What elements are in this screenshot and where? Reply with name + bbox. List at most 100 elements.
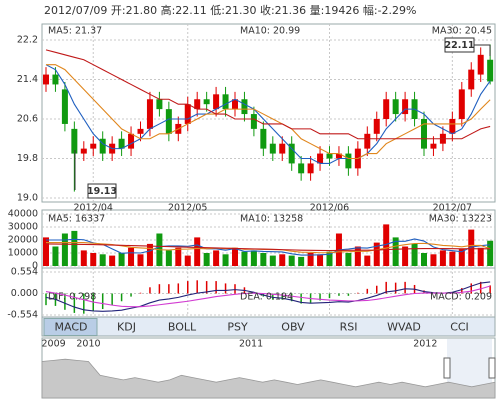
line-series (45, 281, 491, 312)
candle-body (156, 99, 163, 110)
volume-bar (146, 243, 153, 266)
volume-bar (165, 250, 172, 266)
annotation-box (87, 183, 117, 199)
legend-entry: DEA: 0.194 (240, 292, 293, 303)
volume-bar (61, 233, 68, 266)
candle-body (307, 163, 314, 174)
navigator-label: 2009 (42, 339, 66, 350)
candle-body (468, 69, 475, 90)
candle-body (43, 74, 49, 85)
tab-label[interactable]: RSI (340, 321, 358, 334)
x-tick-label: 2012/06 (310, 203, 349, 214)
x-tick-label: 2012/05 (168, 203, 207, 214)
volume-bar (411, 243, 418, 266)
volume-bar (241, 251, 248, 266)
legend-entry: MA5: 21.37 (48, 26, 102, 37)
volume-bar (345, 253, 352, 266)
y-tick-label: 0.554 (11, 267, 38, 278)
volume-bar (421, 253, 427, 266)
volume-bar (128, 247, 135, 266)
annotation: 22.11 (444, 40, 474, 51)
legend-entry: MA5: 16337 (48, 214, 105, 225)
legend-entry: MACD: 0.209 (430, 292, 492, 303)
volume-bar (458, 249, 465, 266)
legend-entry: MA30: 13223 (429, 214, 492, 225)
volume-bar (373, 242, 380, 266)
candle-body (317, 153, 324, 164)
volume-bar (383, 224, 390, 266)
candle-body (335, 153, 342, 159)
volume-bar (222, 254, 229, 266)
candle-body (137, 128, 144, 134)
navigator-handle[interactable] (443, 357, 451, 379)
volume-bar (298, 256, 305, 266)
volume-bar (80, 250, 87, 266)
volume-bar (364, 255, 371, 266)
navigator-handle[interactable] (488, 357, 496, 379)
candle-body (128, 133, 135, 149)
candle-body (260, 128, 267, 149)
tab-label[interactable]: CCI (450, 321, 469, 334)
volume-bar (109, 255, 116, 266)
candle-body (449, 119, 456, 134)
candle-body (241, 99, 248, 115)
price-frame (41, 23, 496, 203)
volume-bar (449, 251, 456, 266)
candle-body (213, 94, 220, 110)
tab-label[interactable]: BOLL (168, 321, 197, 334)
tab-label[interactable]: WVAD (387, 321, 421, 334)
volume-bar (137, 254, 144, 266)
y-tick-label: 0 (32, 261, 38, 272)
annotation-box (444, 37, 475, 53)
candle-body (477, 54, 484, 75)
candle-body (326, 153, 333, 159)
volume-bar (232, 247, 238, 266)
tab-label[interactable]: KDJ (117, 321, 136, 334)
volume-bar (269, 255, 276, 266)
volume-bar (307, 253, 314, 266)
volume-bar (194, 237, 201, 266)
candle-body (222, 94, 229, 110)
candle-body (458, 89, 465, 119)
legend-entry: MA30: 20.45 (432, 26, 492, 37)
volume-bar (487, 240, 494, 266)
candle-body (383, 99, 390, 119)
candle-body (99, 138, 106, 154)
volume-bar (250, 250, 257, 266)
tab-label[interactable]: PSY (227, 321, 248, 334)
volume-bar (326, 251, 333, 266)
y-tick-label: 19.8 (17, 153, 38, 164)
volume-bar (203, 253, 210, 266)
candle-body (298, 163, 305, 174)
candle-body (146, 99, 153, 129)
navigator-label: 2011 (239, 339, 263, 350)
volume-bar (317, 254, 324, 266)
candle-body (80, 148, 87, 154)
volume-bar (392, 237, 399, 266)
volume-bar (175, 247, 182, 266)
tab[interactable] (43, 318, 98, 336)
candle-body (203, 99, 210, 105)
volume-bar (279, 254, 286, 266)
line-series (45, 243, 491, 252)
volume-bar (213, 250, 220, 266)
line-series (46, 238, 491, 256)
y-tick-label: 20000 (8, 235, 38, 246)
y-tick-label: 0.000 (11, 288, 38, 299)
tab-label[interactable]: OBV (281, 321, 305, 334)
x-tick-label: 2012/07 (433, 203, 472, 214)
volume-bar (468, 229, 475, 266)
line-series (46, 64, 491, 160)
volume-bar (439, 250, 446, 266)
candle-body (392, 99, 399, 115)
volume-bar (260, 253, 267, 266)
tab-label[interactable]: MACD (55, 321, 88, 334)
candle-body (52, 74, 59, 85)
y-tick-label: 40000 (8, 209, 38, 220)
y-tick-label: 10000 (8, 248, 38, 259)
y-tick-label: 30000 (8, 222, 38, 233)
candle-body (61, 89, 68, 124)
candle-body (279, 143, 286, 154)
navigator-label: 2010 (76, 339, 100, 350)
volume-bar (118, 253, 125, 266)
